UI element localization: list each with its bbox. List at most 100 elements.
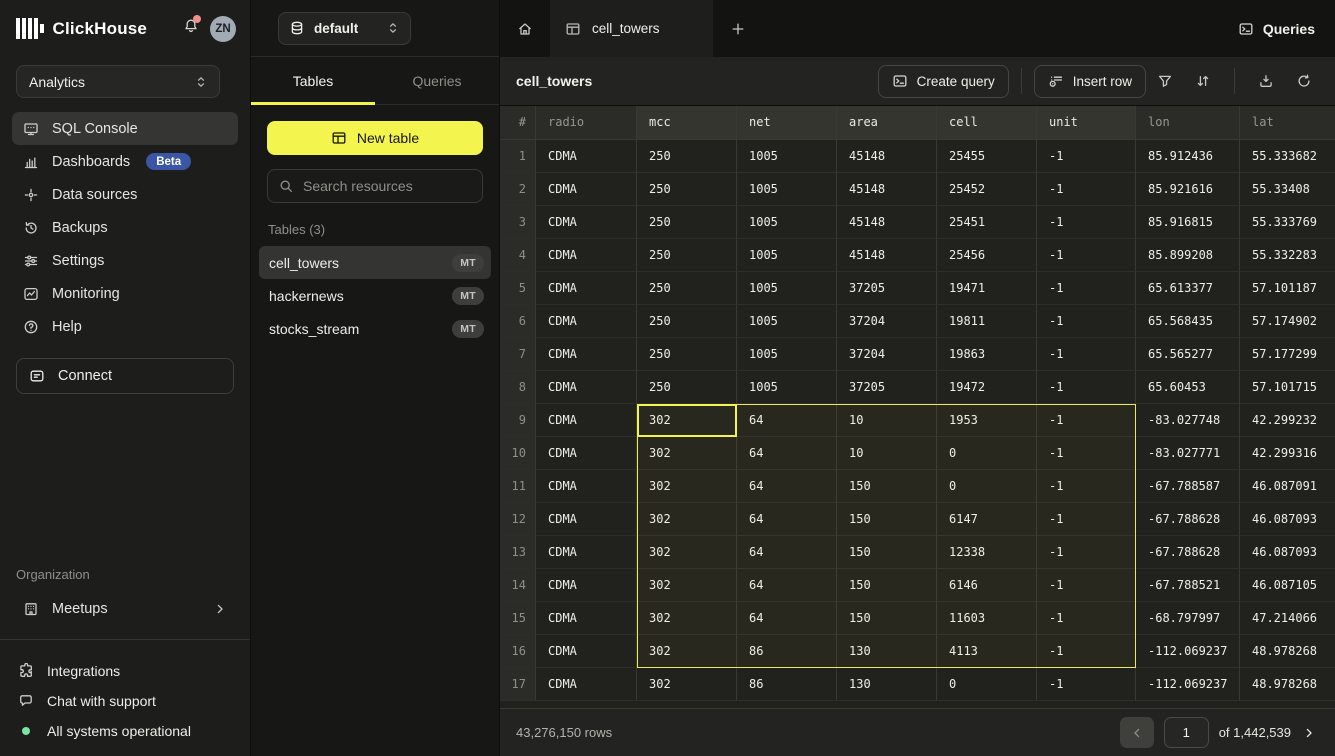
grid-cell-unit[interactable]: -1 [1037, 305, 1136, 338]
grid-cell-radio[interactable]: CDMA [536, 635, 637, 668]
column-header-mcc[interactable]: mcc [637, 106, 737, 140]
insert-row-button[interactable]: Insert row [1033, 64, 1146, 98]
grid-cell-radio[interactable]: CDMA [536, 668, 637, 701]
grid-cell-net[interactable]: 1005 [737, 305, 837, 338]
grid-cell-radio[interactable]: CDMA [536, 272, 637, 305]
new-tab-button[interactable] [713, 0, 763, 57]
row-number[interactable]: 11 [500, 470, 536, 503]
grid-cell-lon[interactable]: -67.788628 [1136, 536, 1240, 569]
grid-cell-lon[interactable]: -67.788628 [1136, 503, 1240, 536]
grid-cell-mcc[interactable]: 302 [637, 635, 737, 668]
sidebar-item-integrations[interactable]: Integrations [0, 656, 250, 686]
grid-cell-radio[interactable]: CDMA [536, 338, 637, 371]
grid-cell-cell[interactable]: 6146 [937, 569, 1037, 602]
sort-button[interactable] [1184, 65, 1222, 98]
grid-cell-radio[interactable]: CDMA [536, 437, 637, 470]
grid-cell-area[interactable]: 37205 [837, 371, 937, 404]
grid-cell-lat[interactable]: 42.299232 [1240, 404, 1335, 437]
grid-cell-area[interactable]: 45148 [837, 239, 937, 272]
grid-cell-lon[interactable]: -68.797997 [1136, 602, 1240, 635]
grid-cell-area[interactable]: 10 [837, 404, 937, 437]
grid-cell-cell[interactable]: 19472 [937, 371, 1037, 404]
grid-cell-mcc[interactable]: 302 [637, 470, 737, 503]
search-input[interactable] [303, 178, 472, 194]
grid-cell-area[interactable]: 150 [837, 602, 937, 635]
grid-cell-cell[interactable]: 25456 [937, 239, 1037, 272]
sidebar-item-data-sources[interactable]: Data sources [12, 178, 238, 211]
grid-cell-lat[interactable]: 57.101715 [1240, 371, 1335, 404]
grid-cell-radio[interactable]: CDMA [536, 206, 637, 239]
grid-cell-lat[interactable]: 57.174902 [1240, 305, 1335, 338]
grid-cell-net[interactable]: 86 [737, 668, 837, 701]
grid-cell-radio[interactable]: CDMA [536, 536, 637, 569]
connect-button[interactable]: Connect [16, 358, 234, 394]
grid-cell-area[interactable]: 130 [837, 668, 937, 701]
grid-cell-area[interactable]: 45148 [837, 206, 937, 239]
grid-cell-mcc[interactable]: 250 [637, 371, 737, 404]
filter-button[interactable] [1146, 65, 1184, 98]
grid-cell-cell[interactable]: 4113 [937, 635, 1037, 668]
refresh-table-button[interactable] [1285, 65, 1323, 98]
grid-cell-mcc[interactable]: 302 [637, 437, 737, 470]
row-number[interactable]: 3 [500, 206, 536, 239]
grid-cell-lat[interactable]: 42.299316 [1240, 437, 1335, 470]
row-number[interactable]: 8 [500, 371, 536, 404]
grid-cell-net[interactable]: 1005 [737, 206, 837, 239]
grid-cell-net[interactable]: 1005 [737, 173, 837, 206]
sidebar-item-help[interactable]: Help [12, 310, 238, 343]
grid-cell-mcc[interactable]: 302 [637, 668, 737, 701]
grid-cell-area[interactable]: 37205 [837, 272, 937, 305]
grid-cell-area[interactable]: 150 [837, 569, 937, 602]
column-header-radio[interactable]: radio [536, 106, 637, 140]
grid-cell-net[interactable]: 1005 [737, 239, 837, 272]
grid-cell-net[interactable]: 86 [737, 635, 837, 668]
column-header-row-number[interactable]: # [500, 106, 536, 140]
grid-cell-radio[interactable]: CDMA [536, 404, 637, 437]
sidebar-item-monitoring[interactable]: Monitoring [12, 277, 238, 310]
grid-cell-lon[interactable]: 65.613377 [1136, 272, 1240, 305]
grid-cell-radio[interactable]: CDMA [536, 305, 637, 338]
row-number[interactable]: 12 [500, 503, 536, 536]
grid-cell-radio[interactable]: CDMA [536, 173, 637, 206]
queries-button[interactable]: Queries [1238, 0, 1335, 57]
grid-cell-lon[interactable]: -83.027748 [1136, 404, 1240, 437]
grid-cell-unit[interactable]: -1 [1037, 371, 1136, 404]
row-number[interactable]: 5 [500, 272, 536, 305]
grid-cell-area[interactable]: 45148 [837, 173, 937, 206]
grid-cell-unit[interactable]: -1 [1037, 404, 1136, 437]
grid-cell-unit[interactable]: -1 [1037, 569, 1136, 602]
database-select[interactable]: default [278, 11, 411, 45]
grid-cell-net[interactable]: 64 [737, 470, 837, 503]
grid-cell-lat[interactable]: 48.978268 [1240, 668, 1335, 701]
column-header-unit[interactable]: unit [1037, 106, 1136, 140]
grid-cell-area[interactable]: 150 [837, 536, 937, 569]
grid-cell-unit[interactable]: -1 [1037, 173, 1136, 206]
grid-cell-area[interactable]: 150 [837, 470, 937, 503]
sidebar-item-dashboards[interactable]: Dashboards Beta [12, 145, 238, 178]
grid-cell-unit[interactable]: -1 [1037, 503, 1136, 536]
grid-cell-radio[interactable]: CDMA [536, 371, 637, 404]
grid-cell-lon[interactable]: 85.899208 [1136, 239, 1240, 272]
row-number[interactable]: 16 [500, 635, 536, 668]
grid-cell-radio[interactable]: CDMA [536, 569, 637, 602]
workspace-select[interactable]: Analytics [16, 65, 220, 98]
row-number[interactable]: 2 [500, 173, 536, 206]
sidebar-item-sql-console[interactable]: SQL Console [12, 112, 238, 145]
new-table-button[interactable]: New table [267, 121, 483, 155]
grid-cell-lon[interactable]: 65.60453 [1136, 371, 1240, 404]
grid-cell-unit[interactable]: -1 [1037, 602, 1136, 635]
grid-cell-mcc[interactable]: 250 [637, 338, 737, 371]
grid-cell-mcc[interactable]: 250 [637, 239, 737, 272]
grid-cell-lat[interactable]: 46.087105 [1240, 569, 1335, 602]
grid-cell-unit[interactable]: -1 [1037, 206, 1136, 239]
grid-cell-lon[interactable]: -67.788587 [1136, 470, 1240, 503]
grid-cell-radio[interactable]: CDMA [536, 239, 637, 272]
grid-cell-cell[interactable]: 25451 [937, 206, 1037, 239]
grid-cell-area[interactable]: 10 [837, 437, 937, 470]
grid-cell-cell[interactable]: 1953 [937, 404, 1037, 437]
grid-cell-mcc[interactable]: 302 [637, 503, 737, 536]
grid-cell-lat[interactable]: 55.332283 [1240, 239, 1335, 272]
grid-cell-lat[interactable]: 46.087093 [1240, 503, 1335, 536]
grid-cell-radio[interactable]: CDMA [536, 140, 637, 173]
grid-cell-lon[interactable]: 65.565277 [1136, 338, 1240, 371]
